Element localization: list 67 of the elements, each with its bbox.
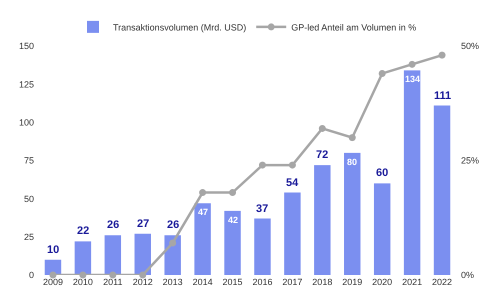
bar	[314, 165, 331, 275]
point	[258, 162, 266, 169]
x-tick-label: 2009	[42, 277, 63, 287]
bar	[134, 234, 151, 275]
bar	[44, 260, 62, 275]
x-tick-label: 2015	[222, 277, 243, 287]
y-tick-label: 25	[24, 232, 34, 242]
x-tick-label: 2020	[372, 277, 392, 287]
bar	[284, 192, 301, 275]
point	[169, 239, 176, 246]
point	[348, 134, 356, 142]
legend-label: Transaktionsvolumen (Mrd. USD)	[113, 22, 246, 32]
y-tick-label: 150	[18, 41, 34, 52]
x-tick-label: 2011	[103, 277, 122, 287]
point	[378, 70, 386, 77]
y2-tick-label: 50%	[461, 41, 480, 52]
bar	[374, 183, 390, 275]
x-tick-label: 2013	[162, 277, 183, 287]
bar	[74, 241, 92, 275]
x-tick-label: 2014	[192, 277, 213, 287]
bar	[224, 210, 241, 275]
data-label: 26	[107, 219, 120, 231]
data-label: 26	[167, 219, 180, 231]
legend-label: GP-led Anteil am Volumen in %	[291, 22, 416, 32]
point	[408, 60, 416, 68]
data-label: 54	[286, 177, 300, 189]
x-tick-label: 2017	[282, 277, 302, 287]
bar	[104, 235, 122, 275]
data-label: 22	[77, 225, 90, 237]
y-tick-label: 50	[24, 194, 34, 204]
data-label: 37	[256, 203, 268, 215]
data-label: 134	[405, 74, 420, 84]
y-tick-label: 100	[18, 117, 34, 128]
bar	[344, 152, 360, 275]
x-tick-label: 2018	[312, 277, 332, 287]
point	[199, 189, 206, 196]
x-tick-label: 2016	[252, 277, 272, 287]
point	[49, 272, 56, 278]
data-label: 42	[228, 215, 238, 225]
bar	[434, 106, 450, 275]
point	[438, 52, 446, 59]
point	[79, 272, 86, 278]
point	[139, 272, 146, 278]
y2-tick-label: 25%	[461, 156, 480, 166]
data-label: 72	[316, 149, 328, 161]
x-tick-label: 2019	[342, 277, 362, 287]
x-tick-label: 2010	[72, 277, 93, 287]
x-tick-label: 2022	[432, 277, 452, 287]
point	[318, 124, 326, 132]
bar	[254, 218, 271, 275]
data-label: 47	[198, 207, 208, 217]
point	[109, 272, 116, 278]
x-tick-label: 2012	[132, 277, 153, 287]
y-tick-label: 125	[18, 79, 34, 90]
y2-tick-label: 0%	[461, 270, 474, 280]
bar	[194, 203, 211, 275]
y-tick-label: 75	[24, 156, 34, 166]
data-label: 111	[434, 90, 452, 102]
point	[229, 189, 236, 196]
bar	[404, 70, 420, 275]
data-label: 80	[347, 157, 358, 167]
data-label: 60	[376, 167, 388, 179]
y-tick-label: 0	[28, 270, 34, 280]
data-label: 10	[47, 244, 60, 256]
point	[288, 162, 296, 169]
x-tick-label: 2021	[402, 277, 422, 287]
data-label: 27	[137, 218, 150, 230]
